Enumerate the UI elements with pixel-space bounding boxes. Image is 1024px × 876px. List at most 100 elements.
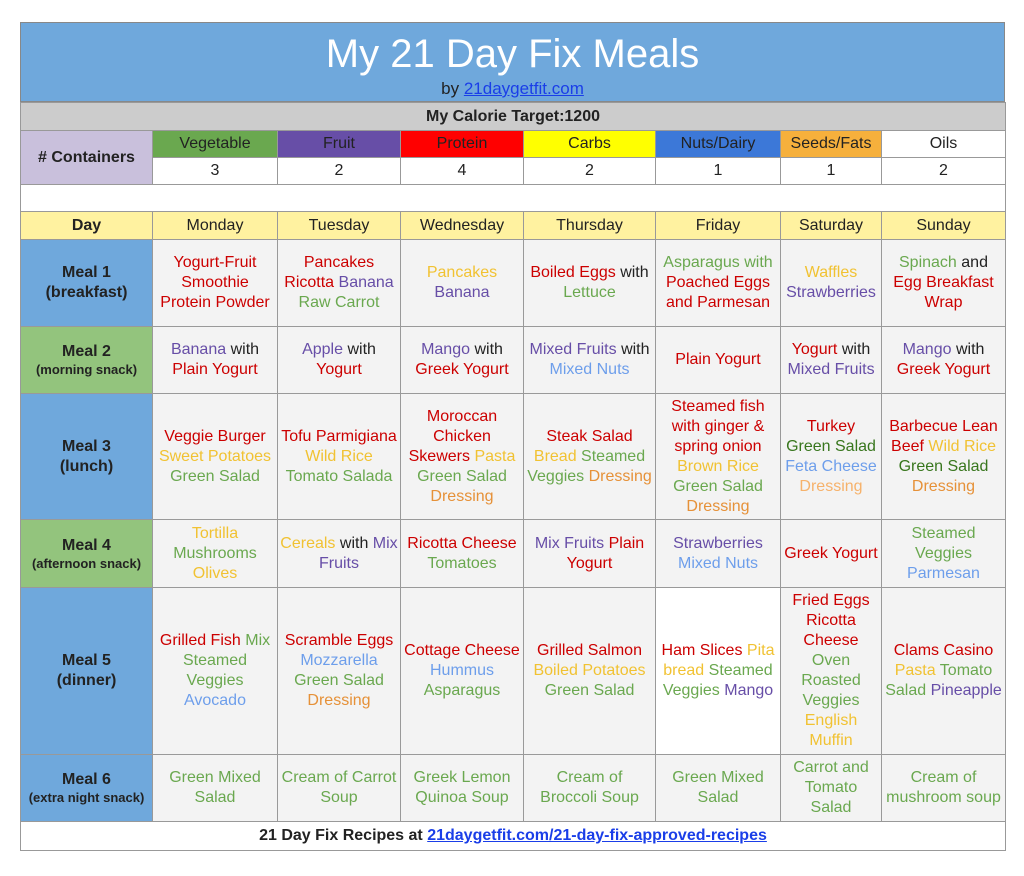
food-item: Scramble Eggs <box>284 632 394 649</box>
food-item: and <box>961 254 988 271</box>
food-item: Yogurt-Fruit Smoothie Protein Powder <box>160 254 270 311</box>
food-item: Ham Slices <box>661 642 743 659</box>
meal-cell: Carrot and Tomato Salad <box>780 754 882 822</box>
food-item: Tomatoes <box>427 554 497 572</box>
food-item: with <box>620 264 649 281</box>
meal-cell: Asparagus with Poached Eggs and Parmesan <box>655 239 781 327</box>
food-item: Mixed Fruits <box>529 341 617 358</box>
meal-cell: Mixed Fruits with Mixed Nuts <box>523 326 656 394</box>
meal-cell: Tofu Parmigiana Wild Rice Tomato Salada <box>277 393 401 520</box>
meal-label: Meal 1 (breakfast) <box>20 239 153 327</box>
food-item: Tomato Salada <box>285 467 393 485</box>
container-name: Nuts/Dairy <box>655 130 781 158</box>
footer-row: 21 Day Fix Recipes at 21daygetfit.com/21… <box>20 821 1006 851</box>
meal-cell: Apple with Yogurt <box>277 326 401 394</box>
food-item: with <box>230 341 260 358</box>
meal-cell: Plain Yogurt <box>655 326 781 394</box>
food-item: Waffles <box>804 264 858 281</box>
header: My 21 Day Fix Meals by 21daygetfit.com <box>20 22 1005 102</box>
meal-cell: Cream of Carrot Soup <box>277 754 401 822</box>
food-item: Green Salad <box>544 682 635 699</box>
meal-row: Meal 6 (extra night snack) Green Mixed Sal… <box>20 754 1006 822</box>
table-body: My Calorie Target:1200 # Containers Vegeta… <box>20 102 1006 851</box>
food-item: Mango <box>421 341 470 358</box>
food-item: Grilled Salmon <box>537 642 642 659</box>
food-item: Lettuce <box>563 284 616 301</box>
recipes-link[interactable]: 21daygetfit.com/21-day-fix-approved-reci… <box>427 827 767 844</box>
food-item: Pasta <box>474 447 516 465</box>
day-name: Friday <box>655 211 781 240</box>
meal-cell: Grilled Salmon Boiled Potatoes Green Sal… <box>523 587 656 755</box>
food-item: Spinach <box>899 254 957 271</box>
day-name: Sunday <box>881 211 1006 240</box>
food-item: Pita bread <box>663 642 775 679</box>
container-count: 2 <box>277 157 401 185</box>
food-item: Plain Yogurt <box>172 361 258 378</box>
site-link[interactable]: 21daygetfit.com <box>463 79 584 98</box>
food-item: Fried Eggs Ricotta Cheese <box>792 592 870 649</box>
food-item: Greek Yogurt <box>415 361 509 378</box>
food-item: Sweet Potatoes <box>158 447 272 465</box>
food-item: Turkey <box>806 417 856 435</box>
footer-text: 21 Day Fix Recipes at <box>259 827 423 844</box>
food-item: Grilled Fish <box>159 632 241 649</box>
day-header: Day <box>20 211 153 240</box>
meal-cell: Yogurt-Fruit Smoothie Protein Powder <box>152 239 278 327</box>
container-name: Fruit <box>277 130 401 158</box>
food-item: Wild Rice <box>305 447 373 465</box>
food-item: English Muffin <box>804 712 858 749</box>
meal-cell: Spinach and Egg Breakfast Wrap <box>881 239 1006 327</box>
meal-cell: Banana with Plain Yogurt <box>152 326 278 394</box>
container-count: 1 <box>780 157 882 185</box>
container-name: Oils <box>881 130 1006 158</box>
food-item: with <box>474 341 503 358</box>
food-item: Green Mixed Salad <box>672 769 764 806</box>
meal-cell: Scramble Eggs Mozzarella Green Salad Dre… <box>277 587 401 755</box>
food-item: Cereals <box>280 534 336 552</box>
container-count: 4 <box>400 157 524 185</box>
food-item: Poached Eggs and Parmesan <box>665 274 771 311</box>
food-item: Steamed Veggies <box>911 524 976 562</box>
meal-cell: Clams Casino Pasta Tomato Salad Pineappl… <box>881 587 1006 755</box>
food-item: Ricotta Cheese <box>407 534 517 552</box>
food-item: Steak Salad <box>546 427 633 445</box>
food-item: Strawberries <box>786 284 876 301</box>
container-name: Vegetable <box>152 130 278 158</box>
food-item: Tortilla <box>191 524 239 542</box>
meal-note: (extra night snack) <box>28 790 145 805</box>
meal-cell: Pancakes Banana <box>400 239 524 327</box>
day-name: Saturday <box>780 211 882 240</box>
meal-cell: Mango with Greek Yogurt <box>400 326 524 394</box>
meal-row: Meal 3 (lunch) Veggie Burger Sweet Potatoe… <box>20 393 1006 520</box>
food-item: Barbecue Lean Beef <box>889 417 998 455</box>
food-item: Clams Casino <box>893 642 994 659</box>
meal-note: (breakfast) <box>45 284 128 301</box>
food-item: Asparagus with <box>663 254 773 271</box>
meal-cell: Steak Salad Bread Steamed Veggies Dressi… <box>523 393 656 520</box>
food-item: Mixed Nuts <box>677 554 759 572</box>
food-item: Parmesan <box>907 564 980 582</box>
food-item: Green Salad <box>673 477 763 495</box>
container-count: 2 <box>881 157 1006 185</box>
meal-name: Meal 5 <box>62 652 111 669</box>
meal-name: Meal 2 <box>62 343 111 360</box>
food-item: with <box>347 341 376 358</box>
meal-label: Meal 6 (extra night snack) <box>20 754 153 822</box>
food-item: Mix Steamed Veggies <box>182 632 271 689</box>
meal-label: Meal 3 (lunch) <box>20 393 153 520</box>
food-item: Plain Yogurt <box>566 534 645 572</box>
day-name: Tuesday <box>277 211 401 240</box>
food-item: Green Salad <box>170 467 260 485</box>
meal-row: Meal 5 (dinner) Grilled Fish Mix Steamed V… <box>20 587 1006 755</box>
food-item: Veggie Burger <box>164 427 266 445</box>
food-item: Dressing <box>588 467 652 485</box>
meal-cell: Cereals with Mix Fruits <box>277 519 401 588</box>
meal-row: Meal 4 (afternoon snack) Tortilla Mushroom… <box>20 519 1006 588</box>
title: My 21 Day Fix Meals <box>325 32 700 76</box>
food-item: Wild Rice <box>928 437 996 455</box>
food-item: Mixed Fruits <box>787 361 875 378</box>
byline: by 21daygetfit.com <box>441 79 584 98</box>
spacer-row <box>20 184 1006 212</box>
